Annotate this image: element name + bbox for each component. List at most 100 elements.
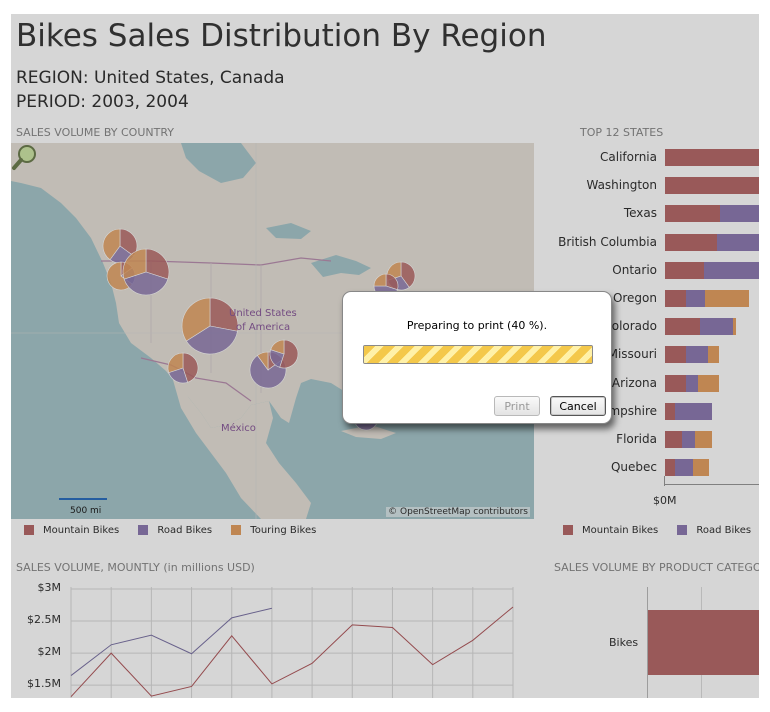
state-label: Oregon — [612, 291, 657, 305]
map-pie-slice[interactable] — [123, 271, 169, 296]
state-bar-segment[interactable] — [719, 205, 759, 223]
print-progress-message: Preparing to print (40 %). — [406, 319, 548, 332]
state-bar-segment[interactable] — [705, 290, 749, 307]
line-chart-svg — [70, 587, 514, 698]
state-bar-segment[interactable] — [665, 177, 759, 195]
state-bar-segment[interactable] — [665, 374, 686, 392]
print-progress-dialog: Preparing to print (40 %). Print Cancel — [342, 291, 612, 424]
map-pie-slice[interactable] — [373, 273, 387, 287]
states-legend-mountain: Mountain Bikes — [563, 525, 658, 536]
states-legend: Mountain Bikes Road Bikes — [563, 525, 759, 539]
state-bar-segment[interactable] — [716, 233, 759, 251]
legend-road: Road Bikes — [138, 525, 212, 536]
sales-map[interactable]: United States of America México 500 mi ©… — [11, 143, 534, 519]
state-bar-segment[interactable] — [665, 205, 720, 223]
period-line: PERIOD: 2003, 2004 — [16, 92, 189, 112]
y-tick-label: $2.5M — [27, 613, 61, 627]
map-label-usa-2: of America — [236, 322, 291, 333]
map-pie-slice[interactable] — [145, 248, 170, 280]
mexico-land — [171, 373, 311, 519]
state-bar-segment[interactable] — [697, 374, 719, 392]
state-label: Missouri — [607, 347, 657, 362]
print-progress-fill — [364, 346, 592, 363]
magnifier-icon[interactable] — [11, 143, 39, 171]
map-pie-slice[interactable] — [209, 297, 239, 332]
category-axis — [647, 587, 648, 698]
region-line: REGION: United States, Canada — [16, 68, 285, 88]
state-bar-segment[interactable] — [665, 290, 686, 307]
state-label: Ontario — [612, 262, 657, 277]
state-bar-segment[interactable] — [708, 346, 719, 364]
legend-touring: Touring Bikes — [231, 525, 316, 536]
map-label-usa-1: United States — [229, 308, 297, 319]
state-bar-segment[interactable] — [732, 318, 737, 336]
states-legend-mountain-label: Mountain Bikes — [582, 525, 659, 536]
state-bar-segment[interactable] — [695, 431, 712, 448]
state-label: Colorado — [603, 319, 657, 334]
monthly-line-chart: $3M $2.5M $2M $1.5M — [11, 581, 551, 698]
y-tick-label: $3M — [37, 581, 62, 594]
category-section-title: SALES VOLUME BY PRODUCT CATEGOR — [554, 561, 759, 574]
state-label: British Columbia — [558, 234, 657, 249]
category-bar-bikes[interactable] — [648, 610, 759, 675]
state-bar-segment[interactable] — [693, 459, 710, 477]
print-button[interactable]: Print — [494, 396, 540, 416]
state-label: Florida — [616, 432, 657, 446]
scale-bar — [59, 498, 107, 500]
state-bar-segment[interactable] — [665, 402, 676, 420]
map-pie-slice[interactable] — [257, 351, 269, 371]
states-legend-road-label: Road Bikes — [696, 525, 752, 536]
state-bar-segment[interactable] — [665, 318, 700, 336]
cancel-button[interactable]: Cancel — [550, 396, 606, 416]
state-bar-segment[interactable] — [665, 431, 682, 448]
us-mexico-border — [140, 357, 252, 402]
line-series-0[interactable] — [70, 607, 273, 676]
state-label: Arizona — [611, 375, 657, 390]
state-bar-segment[interactable] — [665, 261, 705, 279]
report-title: Bikes Sales Distribution By Region — [16, 18, 547, 54]
state-bar-segment[interactable] — [681, 431, 696, 448]
legend-mountain: Mountain Bikes — [24, 525, 119, 536]
scale-label: 500 mi — [70, 506, 102, 516]
state-label: California — [600, 150, 657, 164]
state-bar-segment[interactable] — [704, 261, 759, 279]
line-series-1[interactable] — [70, 606, 514, 698]
map-legend: Mountain Bikes Road Bikes Touring Bikes — [24, 525, 332, 539]
y-tick-label: $1.5M — [27, 677, 61, 691]
map-section-title: SALES VOLUME BY COUNTRY — [16, 126, 174, 139]
state-label: Texas — [623, 206, 657, 221]
map-label-mexico: México — [221, 423, 256, 434]
states-legend-road: Road Bikes — [677, 525, 751, 536]
hudson-bay — [181, 143, 256, 183]
map-pie-slice[interactable] — [400, 261, 416, 288]
cuba — [341, 425, 396, 439]
print-progress-bar — [363, 345, 593, 364]
legend-mountain-label: Mountain Bikes — [43, 525, 120, 536]
state-bar-segment[interactable] — [675, 459, 694, 477]
state-bar-segment[interactable] — [665, 346, 686, 364]
legend-road-label: Road Bikes — [157, 525, 213, 536]
states-x-axis — [664, 484, 759, 485]
state-bar-segment[interactable] — [699, 318, 733, 336]
map-pie-slice[interactable] — [182, 352, 199, 383]
state-label: Washington — [586, 178, 657, 193]
state-bar-segment[interactable] — [675, 402, 712, 420]
state-bar-segment[interactable] — [685, 346, 709, 364]
pie-markers[interactable] — [102, 228, 416, 431]
state-bar-segment[interactable] — [665, 233, 717, 251]
state-bar-segment[interactable] — [665, 149, 759, 166]
map-pie-slice[interactable] — [181, 297, 211, 342]
map-attribution[interactable]: © OpenStreetMap contributors — [386, 507, 530, 517]
map-pie-slice[interactable] — [102, 228, 121, 261]
state-bar-segment[interactable] — [685, 374, 698, 392]
state-bar-segment[interactable] — [665, 459, 676, 477]
state-bar-segment[interactable] — [685, 290, 706, 307]
monthly-section-title: SALES VOLUME, MOUNTLY (in millions USD) — [16, 561, 255, 574]
category-label-bikes: Bikes — [609, 636, 639, 649]
states-axis-tick — [664, 476, 665, 486]
map-pie-slice[interactable] — [122, 248, 147, 280]
map-pie-slice[interactable] — [167, 352, 184, 374]
report-page: Bikes Sales Distribution By Region REGIO… — [11, 14, 759, 698]
map-pie-slice[interactable] — [270, 339, 285, 355]
